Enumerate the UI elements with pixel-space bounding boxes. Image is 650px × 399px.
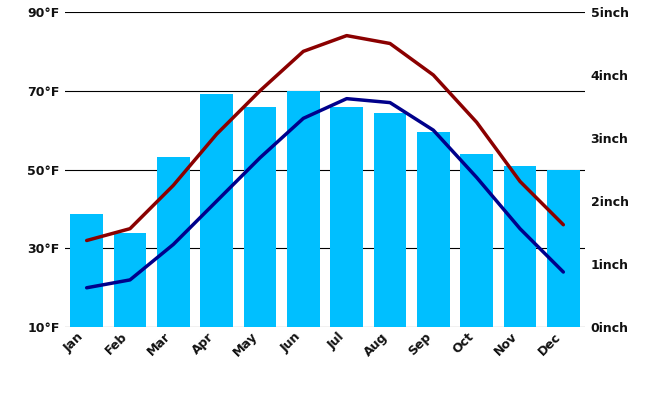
Bar [287,91,320,327]
Bar [114,233,146,327]
Bar [330,107,363,327]
Bar [244,107,276,327]
Bar [504,166,536,327]
Bar [157,157,190,327]
Bar [70,214,103,327]
Bar [547,170,580,327]
Bar [200,94,233,327]
Bar [417,132,450,327]
Bar [460,154,493,327]
Bar [374,113,406,327]
